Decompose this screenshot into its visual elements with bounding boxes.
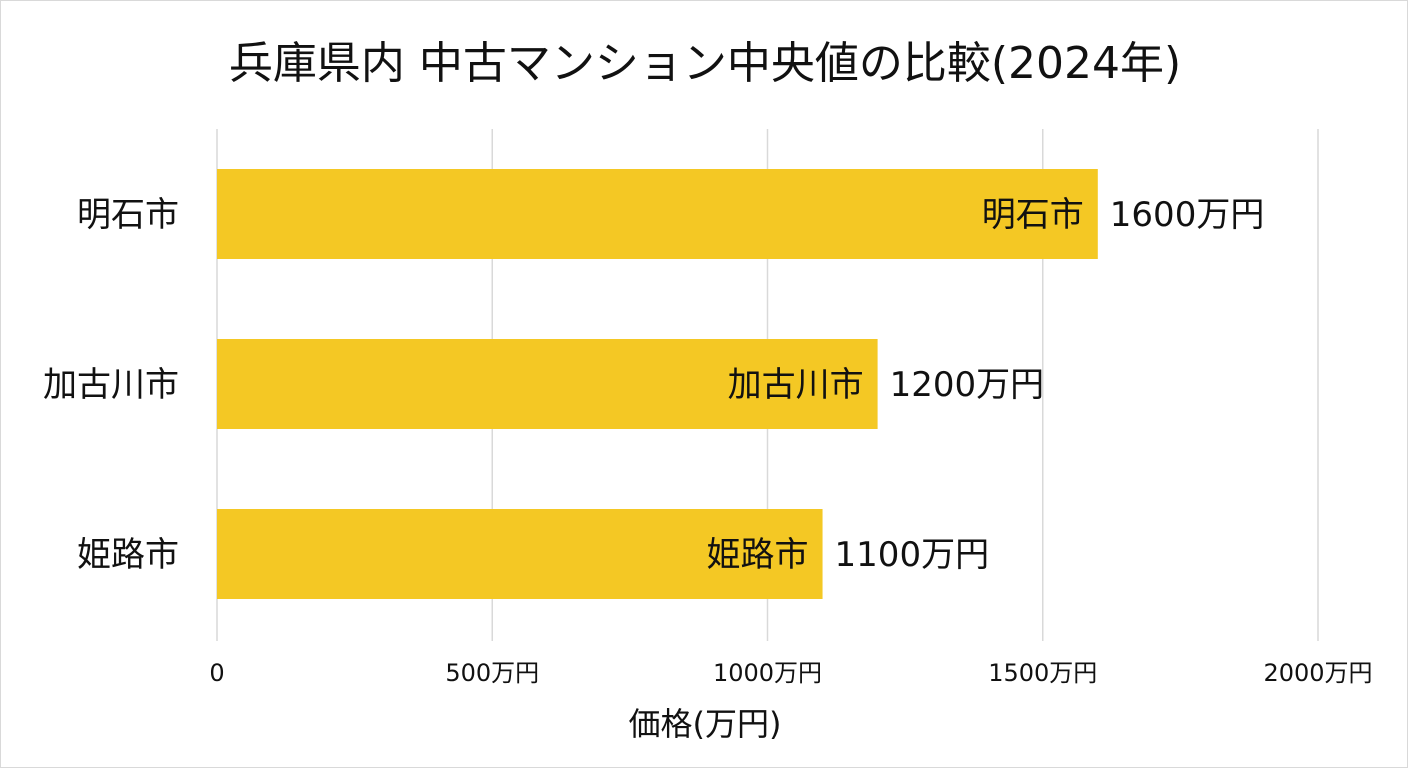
x-tick-label: 0	[209, 659, 224, 687]
x-axis-title: 価格(万円)	[628, 705, 782, 743]
x-tick-label: 500万円	[445, 659, 539, 687]
bar	[217, 509, 823, 599]
bar	[217, 169, 1098, 259]
bar	[217, 339, 878, 429]
data-label: 1600万円	[1110, 195, 1265, 235]
y-tick-label: 姫路市	[77, 535, 179, 575]
x-tick-label: 1000万円	[713, 659, 822, 687]
chart-title: 兵庫県内 中古マンション中央値の比較(2024年)	[228, 38, 1182, 89]
y-tick-label: 明石市	[77, 195, 179, 235]
bars	[217, 169, 1098, 599]
data-label: 1200万円	[890, 365, 1045, 405]
x-tick-label: 1500万円	[988, 659, 1097, 687]
bar-inner-label: 明石市	[982, 195, 1084, 235]
labels: 0 500万円 1000万円 1500万円 2000万円 明石市 明石市 1600万円加古川市…	[43, 195, 1373, 687]
bar-inner-label: 姫路市	[707, 535, 809, 575]
x-tick-label: 2000万円	[1263, 659, 1372, 687]
bar-inner-label: 加古川市	[728, 365, 864, 405]
y-tick-label: 加古川市	[43, 365, 179, 405]
data-label: 1100万円	[835, 535, 990, 575]
